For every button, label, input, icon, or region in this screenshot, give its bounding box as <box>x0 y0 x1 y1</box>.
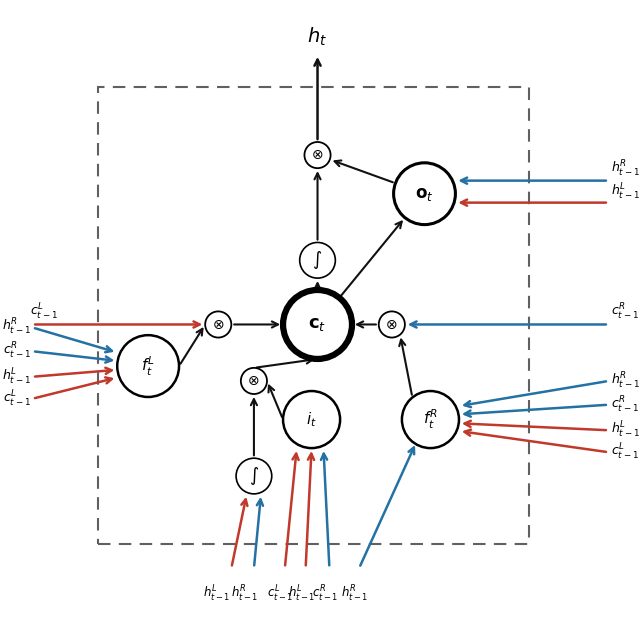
Circle shape <box>283 391 340 448</box>
Text: $h_{t-1}^L$: $h_{t-1}^L$ <box>288 583 315 604</box>
Text: $f_t^L$: $f_t^L$ <box>141 354 155 377</box>
Text: $h_{t-1}^R$: $h_{t-1}^R$ <box>340 583 368 604</box>
Text: ⊗: ⊗ <box>312 148 323 162</box>
Circle shape <box>394 163 456 225</box>
Text: $h_{t-1}^L$: $h_{t-1}^L$ <box>203 583 230 604</box>
Text: $i_t$: $i_t$ <box>306 410 317 429</box>
Text: $h_{t-1}^R$: $h_{t-1}^R$ <box>2 317 31 337</box>
Text: ⊗: ⊗ <box>386 317 397 332</box>
Circle shape <box>379 312 405 337</box>
Text: $\int$: $\int$ <box>312 249 323 271</box>
Text: $c_{t-1}^L$: $c_{t-1}^L$ <box>267 583 293 604</box>
Circle shape <box>305 142 331 168</box>
Text: $h_{t-1}^R$: $h_{t-1}^R$ <box>611 159 639 179</box>
Circle shape <box>241 368 267 394</box>
Text: $f_t^R$: $f_t^R$ <box>423 408 438 431</box>
Text: $c_{t-1}^L$: $c_{t-1}^L$ <box>31 301 58 321</box>
Circle shape <box>236 458 272 494</box>
Text: $h_{t-1}^L$: $h_{t-1}^L$ <box>2 366 31 387</box>
Text: $h_{t-1}^L$: $h_{t-1}^L$ <box>611 182 639 202</box>
Text: $\mathbf{c}_t$: $\mathbf{c}_t$ <box>308 316 326 334</box>
Text: $h_{t-1}^R$: $h_{t-1}^R$ <box>232 583 259 604</box>
Text: $c_{t-1}^R$: $c_{t-1}^R$ <box>312 583 339 604</box>
Text: ⊗: ⊗ <box>212 317 224 332</box>
Text: $\mathbf{o}_t$: $\mathbf{o}_t$ <box>415 185 434 203</box>
Text: $h_{t-1}^R$: $h_{t-1}^R$ <box>611 371 639 391</box>
Text: $c_{t-1}^R$: $c_{t-1}^R$ <box>611 301 638 321</box>
Circle shape <box>117 335 179 397</box>
Text: $c_{t-1}^L$: $c_{t-1}^L$ <box>611 442 638 462</box>
Circle shape <box>205 312 231 337</box>
Text: $\int$: $\int$ <box>249 465 259 487</box>
Circle shape <box>300 242 335 278</box>
Bar <box>98 87 529 544</box>
Circle shape <box>402 391 459 448</box>
Text: $h_{t-1}^L$: $h_{t-1}^L$ <box>611 421 639 440</box>
Text: $c_{t-1}^R$: $c_{t-1}^R$ <box>611 395 638 415</box>
Text: $h_t$: $h_t$ <box>307 26 328 48</box>
Text: $c_{t-1}^L$: $c_{t-1}^L$ <box>3 389 31 409</box>
Circle shape <box>283 290 352 359</box>
Text: $c_{t-1}^R$: $c_{t-1}^R$ <box>3 341 31 361</box>
Text: ⊗: ⊗ <box>248 374 260 388</box>
